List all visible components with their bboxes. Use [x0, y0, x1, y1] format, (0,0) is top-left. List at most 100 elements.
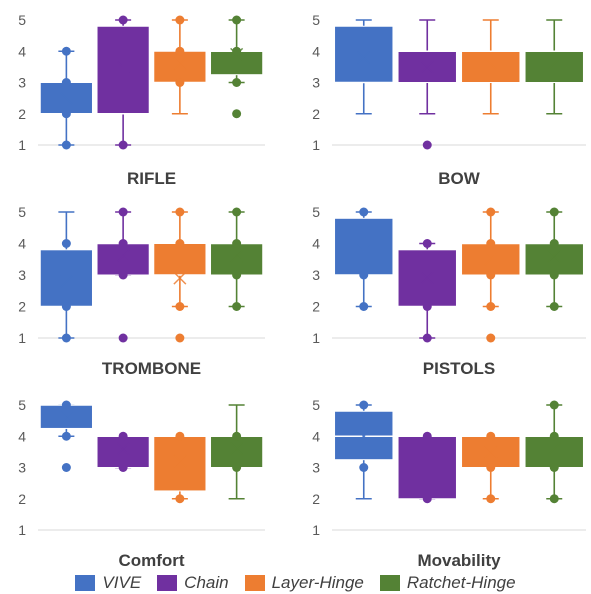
y-tick-label-pistols: 1 — [312, 330, 320, 346]
panel-title-movability: Movability — [417, 551, 501, 570]
data-point-movability-vive — [359, 400, 369, 410]
data-point-pistols-chain — [422, 239, 432, 248]
box-pistols-ratchet-hinge — [524, 243, 584, 276]
data-point-rifle-ratchet-hinge — [232, 109, 242, 119]
data-point-rifle-layer-hinge — [175, 46, 185, 56]
data-point-trombone-vive — [61, 239, 71, 248]
box-trombone-ratchet-hinge — [210, 243, 264, 276]
mean-marker-movability-chain — [420, 454, 434, 468]
box-movability-chain — [397, 435, 457, 500]
y-tick-label-rifle: 4 — [18, 43, 26, 59]
data-point-movability-chain — [422, 494, 432, 504]
data-point-trombone-ratchet-hinge — [232, 207, 242, 217]
data-point-pistols-layer-hinge — [486, 239, 496, 248]
data-point-movability-vive — [359, 463, 369, 472]
mean-marker-bow-vive — [357, 50, 371, 65]
y-tick-label-bow: 5 — [312, 12, 320, 28]
data-point-movability-layer-hinge — [486, 494, 496, 504]
box-bow-vive — [334, 25, 394, 83]
data-point-trombone-ratchet-hinge — [232, 270, 242, 280]
mean-marker-rifle-layer-hinge — [173, 57, 187, 71]
data-point-trombone-ratchet-hinge — [232, 302, 242, 311]
legend: VIVE Chain Layer-Hinge Ratchet-Hinge — [0, 572, 591, 594]
y-tick-label-trombone: 3 — [18, 267, 26, 283]
data-point-pistols-layer-hinge — [486, 333, 496, 343]
box-rifle-layer-hinge — [153, 50, 207, 83]
panel-title-trombone: TROMBONE — [102, 359, 201, 378]
mean-marker-bow-layer-hinge — [484, 57, 498, 71]
box-trombone-layer-hinge — [153, 243, 207, 276]
data-point-comfort-chain — [118, 463, 128, 472]
data-point-comfort-chain — [118, 431, 128, 441]
legend-label-ratchet-hinge: Ratchet-Hinge — [406, 573, 516, 592]
mean-marker-pistols-chain — [420, 271, 434, 285]
y-tick-label-bow: 3 — [312, 75, 320, 91]
y-tick-label-trombone: 5 — [18, 204, 26, 220]
data-point-movability-ratchet-hinge — [549, 463, 559, 472]
data-point-comfort-vive — [61, 431, 71, 441]
mean-marker-comfort-vive — [59, 410, 73, 425]
data-point-pistols-vive — [359, 302, 369, 311]
data-point-pistols-ratchet-hinge — [549, 207, 559, 217]
data-point-pistols-layer-hinge — [486, 302, 496, 311]
data-point-trombone-chain — [118, 333, 128, 343]
data-point-movability-chain — [422, 431, 432, 441]
data-point-comfort-vive — [61, 400, 71, 410]
data-point-rifle-layer-hinge — [175, 15, 185, 25]
y-tick-label-rifle: 5 — [18, 12, 26, 28]
y-tick-label-bow: 2 — [312, 106, 320, 122]
data-point-rifle-vive — [61, 109, 71, 119]
data-point-pistols-ratchet-hinge — [549, 270, 559, 280]
data-point-rifle-vive — [61, 140, 71, 150]
mean-marker-trombone-chain — [116, 249, 130, 263]
y-tick-label-rifle: 1 — [18, 137, 26, 153]
box-comfort-layer-hinge — [153, 435, 207, 492]
panel-title-rifle: RIFLE — [127, 169, 176, 188]
y-tick-label-pistols: 5 — [312, 204, 320, 220]
y-tick-label-comfort: 5 — [18, 397, 26, 413]
panel-title-comfort: Comfort — [118, 551, 184, 570]
box-trombone-vive — [39, 249, 93, 308]
data-point-rifle-ratchet-hinge — [232, 15, 242, 25]
mean-marker-trombone-vive — [59, 274, 73, 288]
data-point-pistols-layer-hinge — [486, 207, 496, 217]
legend-item-ratchet-hinge: Ratchet-Hinge — [379, 573, 516, 593]
mean-marker-pistols-vive — [357, 243, 371, 257]
data-point-pistols-vive — [359, 207, 369, 217]
box-comfort-ratchet-hinge — [210, 435, 264, 468]
box-bow-ratchet-hinge — [524, 50, 584, 83]
box-bow-layer-hinge — [461, 50, 521, 83]
y-tick-label-movability: 2 — [312, 491, 320, 507]
mean-marker-rifle-chain — [116, 60, 130, 74]
data-point-comfort-ratchet-hinge — [232, 463, 242, 472]
mean-marker-comfort-layer-hinge — [173, 454, 187, 468]
y-tick-label-comfort: 3 — [18, 460, 26, 476]
legend-item-layer-hinge: Layer-Hinge — [244, 573, 364, 593]
data-point-rifle-layer-hinge — [175, 78, 185, 87]
y-tick-label-bow: 1 — [312, 137, 320, 153]
data-point-trombone-layer-hinge — [175, 239, 185, 248]
data-point-trombone-layer-hinge — [175, 302, 185, 311]
legend-label-layer-hinge: Layer-Hinge — [271, 573, 364, 592]
data-point-movability-ratchet-hinge — [549, 431, 559, 441]
data-point-trombone-vive — [61, 333, 71, 343]
y-tick-label-rifle: 3 — [18, 75, 26, 91]
legend-item-vive: VIVE — [75, 573, 141, 593]
legend-swatch-layer-hinge — [244, 575, 265, 591]
box-rifle-chain — [96, 25, 150, 115]
data-point-trombone-chain — [118, 207, 128, 217]
box-pistols-vive — [334, 217, 394, 276]
y-tick-label-pistols: 2 — [312, 299, 320, 315]
y-tick-label-comfort: 4 — [18, 428, 26, 444]
data-point-trombone-chain — [118, 270, 128, 280]
data-point-pistols-ratchet-hinge — [549, 239, 559, 248]
y-tick-label-comfort: 1 — [18, 522, 26, 538]
legend-swatch-vive — [75, 575, 96, 591]
data-point-trombone-layer-hinge — [175, 333, 185, 343]
data-point-rifle-ratchet-hinge — [232, 46, 242, 56]
legend-label-chain: Chain — [184, 573, 229, 592]
mean-marker-bow-chain — [420, 60, 434, 74]
y-tick-label-comfort: 2 — [18, 491, 26, 507]
mean-marker-pistols-ratchet-hinge — [547, 249, 561, 263]
mean-marker-comfort-ratchet-hinge — [230, 442, 244, 456]
